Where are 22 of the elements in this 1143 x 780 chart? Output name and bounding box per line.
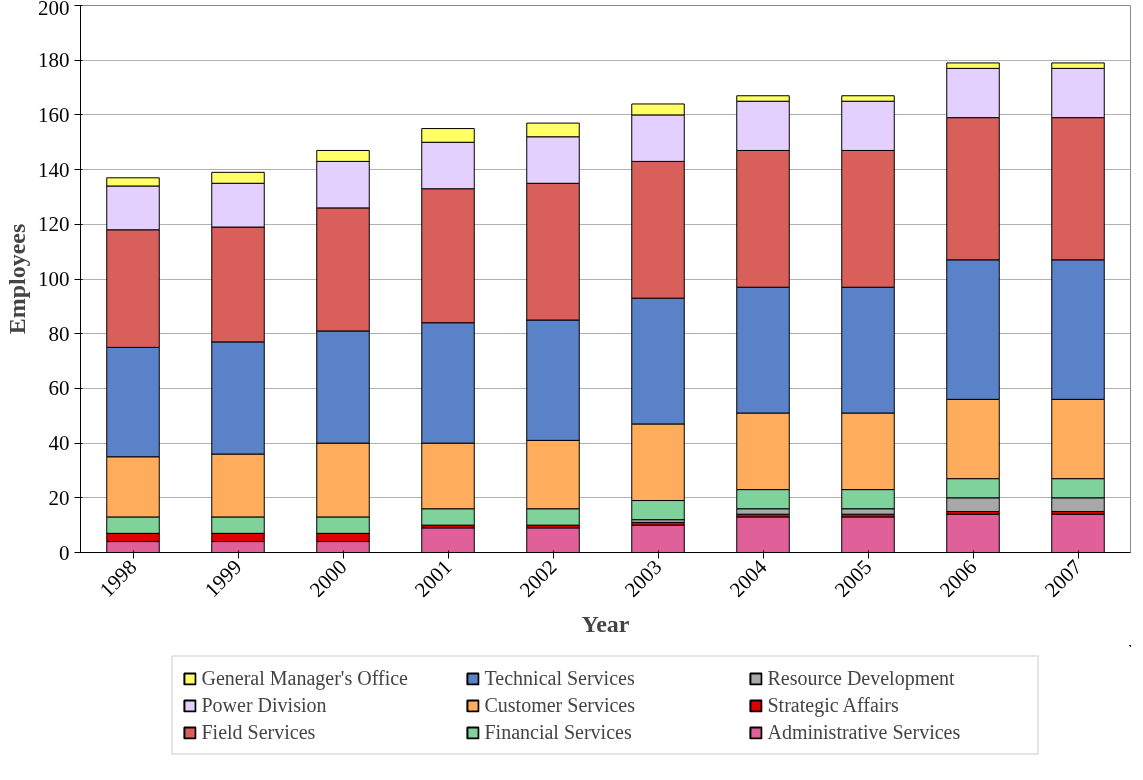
- y-tick-label: 120: [38, 212, 70, 237]
- y-tick-label: 100: [38, 267, 70, 291]
- y-tick-label: 140: [38, 157, 70, 182]
- y-tick-label: 200: [38, 0, 70, 20]
- y-tick-label: 40: [48, 431, 70, 456]
- legend-label: Technical Services: [484, 666, 636, 690]
- legend-label: Field Services: [201, 720, 317, 744]
- legend-label: Resource Development: [767, 666, 956, 690]
- legend-label: General Manager's Office: [201, 666, 409, 690]
- legend-label: Customer Services: [484, 693, 637, 717]
- x-axis-title: Year: [581, 611, 630, 638]
- legend-label: Administrative Services: [767, 720, 962, 744]
- y-tick-label: 80: [48, 321, 70, 346]
- y-tick-label: 0: [59, 540, 70, 565]
- y-tick-label: 180: [38, 48, 70, 73]
- legend-label: Power Division: [201, 693, 328, 717]
- y-tick-label: 160: [38, 102, 70, 127]
- y-tick-label: 20: [48, 485, 70, 510]
- y-axis-title: Employees: [4, 223, 30, 335]
- y-tick-label: 60: [48, 376, 70, 401]
- legend-label: Financial Services: [484, 720, 633, 744]
- legend-label: Strategic Affairs: [767, 693, 900, 717]
